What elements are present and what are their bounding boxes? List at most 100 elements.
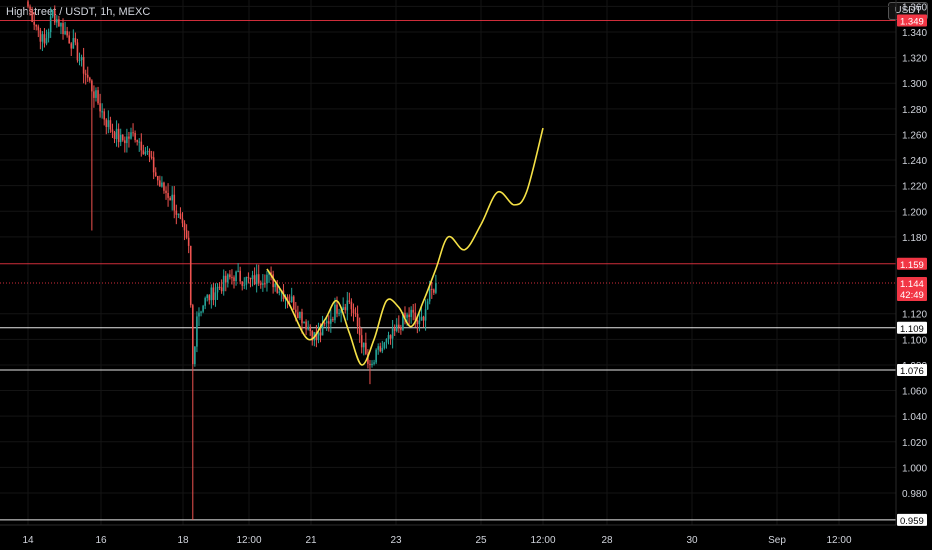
candle-body [336,304,338,314]
price-tick-label: 1.260 [902,130,927,141]
candle-body [179,213,182,219]
time-tick-label: 16 [95,535,107,546]
time-tick-label: 30 [686,535,698,546]
candle-body [321,323,324,336]
candle-body [402,312,404,330]
candle-body [60,22,62,27]
candle-body [327,321,330,324]
price-tick-label: 1.240 [902,156,927,167]
level-price-tag [897,257,927,270]
time-tick-label: 28 [601,535,613,546]
level-price-label: 0.959 [900,516,924,527]
candle-body [29,6,31,11]
chart-grid [0,0,896,525]
candle-body [35,24,38,27]
candle-body [393,328,396,331]
price-tick-label: 1.200 [902,207,927,218]
candle-body [235,271,237,282]
candle-body [398,324,400,328]
candle-body [95,90,97,98]
candle-body [358,326,361,336]
candle-body [74,38,77,43]
candle-body [387,335,390,340]
candle-body [435,282,437,293]
candle-body [365,342,367,354]
candle-body [420,316,423,321]
candle-body [138,141,141,143]
candle-body [192,305,194,365]
candle-body [375,349,377,363]
candle-body [352,309,355,314]
candle-body [39,30,42,42]
candle-body [418,320,421,325]
candle-body [412,309,415,313]
candle-body [150,156,153,158]
candle-body [288,300,291,302]
candle-body [126,136,128,144]
horizontal-levels [0,19,896,521]
price-tick-label: 1.180 [902,233,927,244]
candle-body [222,275,225,292]
candle-body [255,274,258,285]
candle-body [270,272,272,275]
candle-body [134,133,136,141]
candle-body [72,38,75,49]
time-tick-label: 25 [475,535,487,546]
candle-body [41,34,44,42]
candle-body [136,140,138,142]
candle-body [286,296,289,301]
candle-body [58,19,60,27]
countdown-label: 42:49 [900,290,924,301]
candle-body [169,197,171,201]
candle-body [214,292,217,300]
candle-body [426,301,429,310]
candle-body [276,283,279,293]
candle-body [243,284,246,286]
candle-body [249,277,252,280]
time-axis: 14 16 18 12:00 21 23 25 12:00 28 30 Sep 12:00 [0,524,896,546]
candle-body [144,151,147,155]
candle-body [231,277,233,279]
candle-body [268,272,270,275]
candle-body [89,77,91,81]
candle-body [367,353,369,364]
candle-body [338,312,340,314]
time-tick-label: 14 [22,535,34,546]
price-tick-label: 1.320 [902,54,927,65]
candle-body [76,42,79,61]
time-tick-label: Sep [768,535,786,546]
price-tick-label: 1.300 [902,79,927,90]
candle-body [103,111,106,120]
candle-body [377,346,379,350]
candle-body [356,313,359,327]
candle-body [167,193,169,198]
time-tick-label: 12:00 [236,535,261,546]
candle-body [142,150,145,155]
candle-body [208,295,211,301]
candle-body [428,288,431,302]
price-tick-label: 0.980 [902,489,927,500]
candle-body [62,22,64,35]
candle-body [82,57,85,74]
candle-body [173,194,176,211]
candle-body [379,346,382,352]
candle-body [159,180,161,187]
candle-body [373,362,375,364]
candle-body [49,16,52,33]
candle-body [183,223,186,231]
level-price-tag [897,14,927,27]
projection-path [266,127,544,366]
price-tick-label: 1.100 [902,335,927,346]
candle-body [241,281,244,286]
price-tick-label: 1.360 [902,2,927,13]
candle-body [224,275,227,283]
candle-body [391,328,394,339]
level-price-label: 1.144 [900,279,924,290]
candle-body [274,283,276,288]
candle-body [317,332,320,341]
candle-body [332,319,334,321]
time-tick-label: 12:00 [530,535,555,546]
candle-body [383,342,386,348]
